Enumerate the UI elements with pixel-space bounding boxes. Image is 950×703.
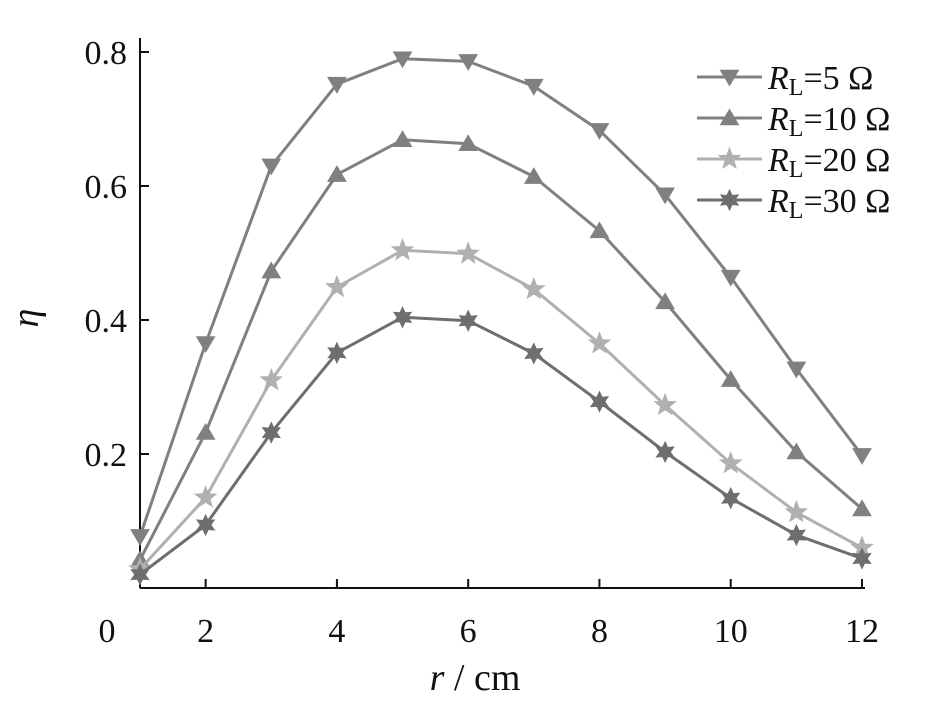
data-point-s4-1 bbox=[130, 563, 150, 586]
data-point-s1-3 bbox=[261, 158, 282, 176]
series-line-2 bbox=[138, 138, 863, 561]
data-point-s3-3 bbox=[259, 367, 284, 391]
data-point-s3-10 bbox=[718, 450, 743, 474]
data-point-s2-11 bbox=[786, 442, 807, 460]
data-point-s4-10 bbox=[721, 487, 741, 510]
data-point-s3-7 bbox=[522, 276, 546, 300]
legend-rest-1: =5 Ω bbox=[803, 60, 873, 97]
data-point-s3-9 bbox=[653, 392, 677, 416]
data-point-s2-3 bbox=[261, 261, 282, 279]
x-tick-label-4: 4 bbox=[328, 613, 345, 650]
data-point-s2-10 bbox=[720, 370, 741, 387]
y-tick-label-0.8: 0.8 bbox=[85, 35, 128, 72]
legend-sub-1: L bbox=[789, 75, 804, 101]
data-point-s1-4 bbox=[327, 76, 347, 94]
data-point-s3-8 bbox=[587, 331, 612, 354]
legend-sub-3: L bbox=[789, 157, 804, 183]
legend-var-1: R bbox=[767, 60, 789, 97]
data-point-s1-6 bbox=[458, 54, 479, 71]
series-line-1 bbox=[138, 57, 864, 537]
data-point-s2-6 bbox=[458, 134, 479, 152]
legend-label-2: RL=10 Ω bbox=[767, 101, 890, 142]
data-point-s2-4 bbox=[327, 165, 347, 182]
data-point-s4-3 bbox=[261, 421, 281, 444]
data-point-s4-8 bbox=[589, 390, 610, 413]
legend-var-2: R bbox=[767, 101, 789, 138]
legend-rest-3: =20 Ω bbox=[803, 142, 890, 179]
legend-marker-2 bbox=[719, 108, 740, 126]
series-line-4 bbox=[139, 315, 863, 576]
data-point-s2-8 bbox=[589, 221, 610, 239]
legend-sub-4: L bbox=[789, 198, 804, 224]
series-line-3 bbox=[138, 248, 863, 571]
legend-label-1: RL=5 Ω bbox=[767, 60, 873, 101]
x-axis-var: r bbox=[430, 657, 445, 699]
data-point-s1-2 bbox=[195, 336, 216, 353]
data-point-s1-8 bbox=[589, 123, 610, 140]
y-tick-label-0.2: 0.2 bbox=[85, 437, 128, 474]
x-tick-label-2: 2 bbox=[197, 613, 214, 650]
data-point-s4-5 bbox=[392, 306, 413, 329]
data-point-s3-11 bbox=[784, 499, 809, 523]
series-3 bbox=[128, 237, 874, 580]
legend: RL=5 ΩRL=10 ΩRL=20 ΩRL=30 Ω bbox=[697, 60, 890, 224]
legend-rest-2: =10 Ω bbox=[803, 101, 890, 138]
data-point-s1-10 bbox=[720, 269, 741, 287]
legend-var-3: R bbox=[767, 142, 789, 179]
legend-item-3: RL=20 Ω bbox=[697, 142, 890, 183]
data-point-s4-2 bbox=[195, 513, 216, 537]
legend-marker-4 bbox=[719, 188, 740, 212]
y-tick-label-0.4: 0.4 bbox=[85, 303, 128, 340]
data-point-s3-2 bbox=[193, 485, 218, 508]
legend-item-1: RL=5 Ω bbox=[697, 60, 873, 101]
series-4 bbox=[130, 306, 872, 586]
data-point-s2-5 bbox=[392, 130, 413, 148]
data-point-s2-7 bbox=[523, 167, 544, 184]
x-tick-label-12: 12 bbox=[845, 613, 879, 650]
x-axis-unit: / cm bbox=[444, 657, 520, 699]
legend-item-2: RL=10 Ω bbox=[697, 101, 890, 142]
data-point-s2-12 bbox=[852, 499, 872, 517]
x-ticks: 2 4 6 8 10 12 bbox=[197, 579, 879, 650]
data-point-s2-9 bbox=[655, 292, 675, 310]
axes bbox=[139, 38, 865, 589]
legend-item-4: RL=30 Ω bbox=[697, 183, 890, 224]
data-point-s3-5 bbox=[390, 237, 415, 261]
y-tick-label-0.6: 0.6 bbox=[85, 169, 128, 206]
y-axis-label: η bbox=[5, 309, 47, 328]
data-point-s3-6 bbox=[456, 241, 480, 264]
data-point-s4-7 bbox=[524, 342, 544, 365]
data-point-s1-1 bbox=[130, 529, 150, 546]
data-point-s4-6 bbox=[458, 309, 478, 332]
series-1 bbox=[130, 51, 872, 546]
data-point-s2-2 bbox=[195, 423, 216, 440]
data-point-s3-4 bbox=[325, 274, 349, 298]
data-point-s4-4 bbox=[327, 341, 347, 364]
series-layer bbox=[128, 51, 874, 586]
data-point-s4-12 bbox=[852, 547, 872, 570]
data-point-s1-7 bbox=[523, 78, 544, 96]
data-point-s1-5 bbox=[392, 51, 413, 69]
series-2 bbox=[130, 130, 872, 568]
y-ticks: 0.2 0.4 0.6 0.8 bbox=[85, 35, 149, 474]
legend-rest-4: =30 Ω bbox=[803, 183, 890, 220]
data-point-s4-9 bbox=[655, 440, 675, 464]
x-tick-label-6: 6 bbox=[460, 613, 477, 650]
x-tick-label-10: 10 bbox=[714, 613, 748, 650]
legend-label-4: RL=30 Ω bbox=[767, 183, 890, 224]
legend-marker-1 bbox=[719, 69, 740, 87]
x-tick-label-8: 8 bbox=[591, 613, 608, 650]
data-point-s4-11 bbox=[786, 523, 807, 547]
origin-label: 0 bbox=[99, 613, 116, 650]
data-point-s1-9 bbox=[655, 187, 675, 205]
legend-label-3: RL=20 Ω bbox=[767, 142, 890, 183]
x-axis-label: r / cm bbox=[430, 657, 521, 699]
legend-sub-2: L bbox=[789, 116, 804, 142]
data-point-s1-11 bbox=[786, 361, 807, 379]
legend-var-4: R bbox=[767, 183, 789, 220]
data-point-s1-12 bbox=[852, 448, 872, 465]
legend-marker-3 bbox=[717, 146, 742, 170]
